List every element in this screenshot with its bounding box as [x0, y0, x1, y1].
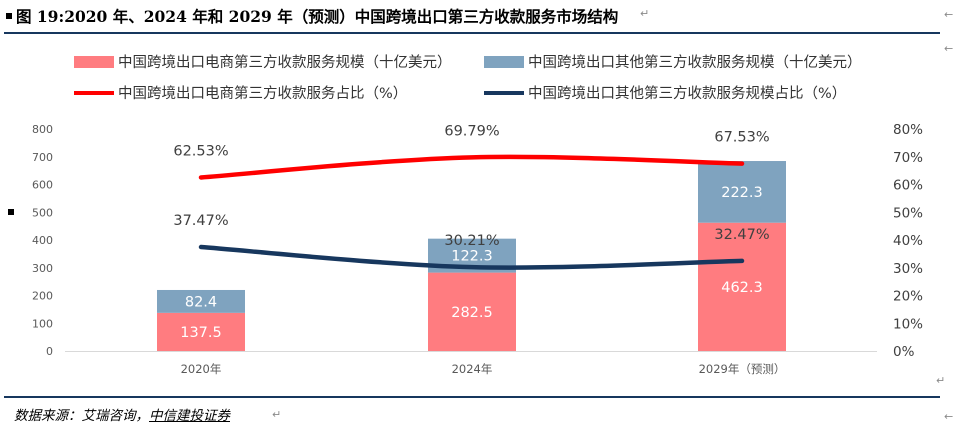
legend-label-4: 中国跨境出口其他第三方收款服务规模占比（%）	[528, 84, 846, 102]
y-right-tick-label: 70%	[893, 150, 923, 166]
legend-label-2: 中国跨境出口其他第三方收款服务规模（十亿美元）	[528, 53, 862, 71]
source-label: 数据来源：艾瑞咨询，	[14, 408, 149, 424]
y-right-tick-label: 20%	[893, 289, 923, 305]
paragraph-return-icon: ↵	[936, 374, 946, 387]
title-row: 图 19:2020 年、2024 年和 2029 年（预测）中国跨境出口第三方收…	[6, 2, 946, 30]
y-left-tick-label: 800	[32, 123, 53, 136]
y-left-tick-label: 500	[32, 206, 53, 219]
x-category-label: 2029年（预测）	[699, 362, 786, 376]
y-right-tick-label: 30%	[893, 261, 923, 277]
y-right-tick-label: 80%	[893, 122, 923, 138]
paragraph-return-icon: ↵	[272, 408, 282, 421]
line-value-label: 30.21%	[444, 233, 499, 249]
bar-segment-other	[698, 161, 786, 223]
bar-segment-ecommerce	[157, 312, 245, 351]
y-right-tick-label: 0%	[893, 344, 915, 360]
line-series-other-share	[198, 244, 745, 270]
line-value-label: 67.53%	[714, 130, 769, 146]
y-right-tick-label: 40%	[893, 233, 923, 249]
y-left-tick-label: 100	[32, 317, 53, 330]
y-left-tick-label: 600	[32, 179, 53, 192]
source-note: 数据来源：艾瑞咨询，中信建投证券	[14, 404, 230, 424]
top-rule	[4, 32, 940, 34]
source-company: 中信建投证券	[149, 408, 230, 424]
y-left-tick-label: 700	[32, 151, 53, 164]
chart-title: 图 19:2020 年、2024 年和 2029 年（预测）中国跨境出口第三方收…	[16, 7, 619, 26]
left-arrow-icon: ←	[944, 42, 954, 55]
side-bullet-icon	[8, 209, 14, 215]
y-left-tick-label: 400	[32, 234, 53, 247]
legend-label-3: 中国跨境出口电商第三方收款服务占比（%）	[118, 84, 407, 102]
x-category-label: 2024年	[452, 362, 493, 376]
y-right-tick-label: 60%	[893, 178, 923, 194]
bottom-rule	[4, 396, 940, 398]
bar-value-label: 222.3	[721, 185, 763, 201]
legend-swatch-2	[484, 56, 524, 68]
x-category-label: 2020年	[181, 362, 222, 376]
y-left-tick-label: 0	[46, 345, 53, 358]
bar-value-label: 122.3	[451, 249, 493, 265]
bar-segment-ecommerce	[428, 272, 516, 351]
left-arrow-icon: ←	[944, 410, 954, 423]
y-right-tick-label: 10%	[893, 316, 923, 332]
line-series-ecommerce-share	[198, 154, 745, 180]
line-value-label: 62.53%	[173, 143, 228, 159]
bar-segment-other	[157, 289, 245, 313]
line-value-label: 69.79%	[444, 123, 499, 139]
legend-swatch-1	[74, 56, 114, 68]
line-value-label: 32.47%	[714, 227, 769, 243]
y-left-tick-label: 200	[32, 290, 53, 303]
legend-label-1: 中国跨境出口电商第三方收款服务规模（十亿美元）	[118, 53, 452, 71]
title-bullet-icon	[6, 13, 12, 19]
bar-value-label: 82.4	[185, 294, 217, 310]
y-left-tick-label: 300	[32, 262, 53, 275]
y-right-tick-label: 50%	[893, 205, 923, 221]
paragraph-return-icon: ↵	[640, 7, 650, 20]
bar-value-label: 282.5	[451, 305, 493, 321]
line-value-label: 37.47%	[173, 213, 228, 229]
left-arrow-icon: ←	[944, 8, 954, 21]
bar-segment-ecommerce	[698, 222, 786, 351]
bar-value-label: 462.3	[721, 280, 763, 296]
bar-value-label: 137.5	[180, 325, 222, 341]
